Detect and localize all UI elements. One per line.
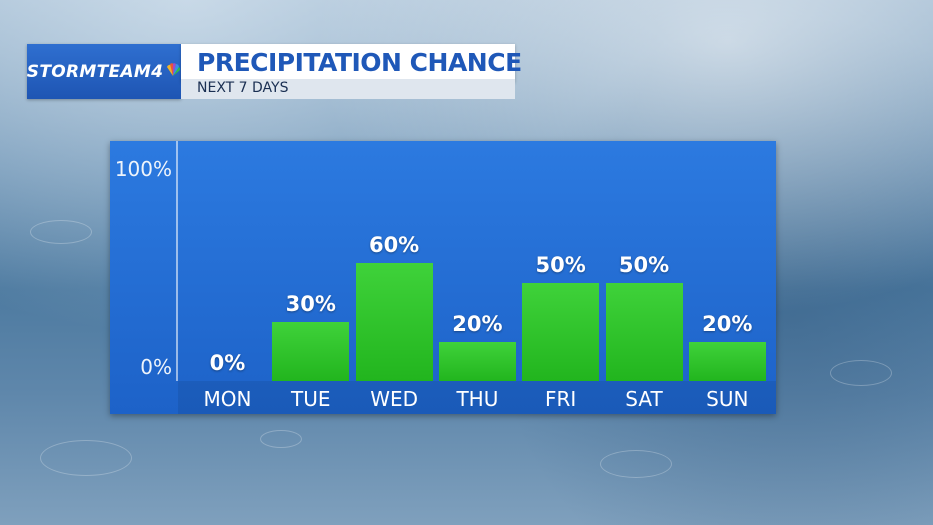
x-tick-tue: TUE (291, 387, 331, 411)
x-tick-sat: SAT (625, 387, 663, 411)
page-subtitle: NEXT 7 DAYS (197, 80, 289, 96)
bar-value-label-sun: 20% (702, 311, 753, 336)
stormteam4-logo: STORMTEAM4 (27, 44, 181, 99)
rain-ripple (600, 450, 672, 478)
precipitation-chart: 100% 0% 0% MON 30% TUE 60% WED 20% THU 50% FRI 50%… (110, 141, 776, 414)
x-tick-thu: THU (456, 387, 499, 411)
rain-ripple (30, 220, 92, 244)
bar-value-label-mon: 0% (209, 351, 246, 375)
bar-fri (522, 283, 600, 381)
nbc-peacock-icon (165, 62, 181, 82)
x-tick-wed: WED (370, 387, 418, 411)
bar-thu (438, 341, 516, 381)
rain-ripple (260, 430, 302, 448)
page-title: PRECIPITATION CHANCE (197, 48, 522, 77)
logo-text: STORMTEAM4 (26, 61, 164, 82)
x-tick-fri: FRI (545, 387, 577, 411)
x-tick-mon: MON (203, 387, 252, 411)
rain-ripple (40, 440, 132, 476)
y-tick-100: 100% (114, 157, 172, 181)
rain-ripple (830, 360, 892, 386)
bar-value-label-sat: 50% (618, 253, 670, 277)
y-tick-0: 0% (140, 355, 172, 379)
bar-value-label-wed: 60% (368, 233, 420, 258)
x-tick-sun: SUN (706, 387, 749, 411)
bar-sat (605, 283, 683, 381)
bar-wed (355, 263, 433, 381)
y-axis-line (176, 141, 178, 381)
x-axis-strip (178, 381, 776, 414)
bar-value-label-tue: 30% (285, 292, 336, 317)
bar-sun (688, 341, 766, 381)
bar-value-label-fri: 50% (535, 253, 586, 277)
bar-tue (272, 322, 350, 381)
title-box: PRECIPITATION CHANCE (181, 44, 522, 82)
bar-value-label-thu: 20% (452, 311, 503, 336)
subtitle-box: NEXT 7 DAYS (181, 79, 515, 99)
